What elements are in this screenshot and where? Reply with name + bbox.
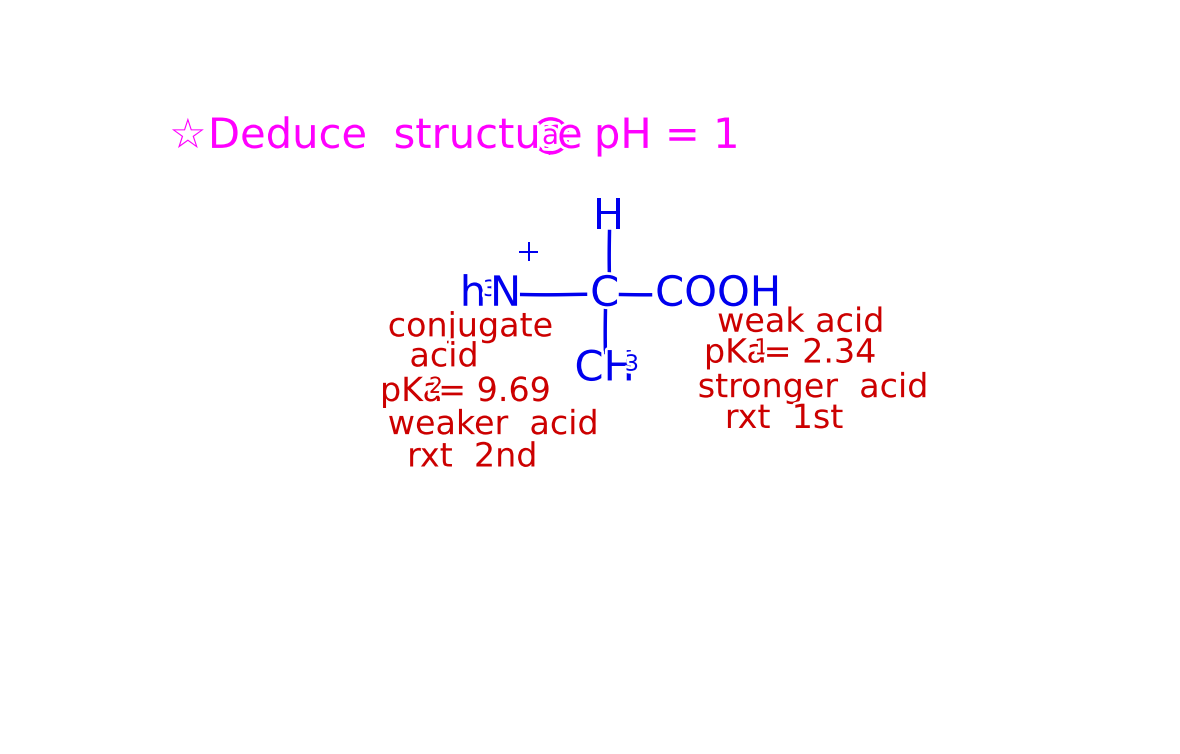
Text: Deduce  structure: Deduce structure <box>208 115 583 157</box>
Text: h: h <box>460 273 486 314</box>
Text: 3: 3 <box>483 280 497 300</box>
Text: conjugate: conjugate <box>388 311 553 343</box>
Text: pH = 1: pH = 1 <box>594 115 740 157</box>
Text: weak acid: weak acid <box>717 306 884 339</box>
Text: COOH: COOH <box>655 273 781 314</box>
Text: = 9.69: = 9.69 <box>438 375 551 408</box>
Text: CH: CH <box>575 348 635 390</box>
Text: 3: 3 <box>625 354 638 375</box>
Text: rxt  2nd: rxt 2nd <box>407 440 538 474</box>
Text: rxt  1st: rxt 1st <box>725 402 844 435</box>
Text: 2: 2 <box>428 377 442 397</box>
Text: weaker  acid: weaker acid <box>388 408 598 441</box>
Text: H: H <box>592 196 624 238</box>
Text: = 2.34: = 2.34 <box>763 336 877 369</box>
Text: ☆: ☆ <box>169 115 206 157</box>
Text: acid: acid <box>409 340 479 373</box>
Text: +: + <box>516 238 542 268</box>
Text: stronger  acid: stronger acid <box>697 371 929 404</box>
Text: a: a <box>542 122 559 150</box>
Text: C: C <box>590 273 620 314</box>
Text: N: N <box>490 273 522 314</box>
Text: pKa: pKa <box>380 375 442 408</box>
Text: 1: 1 <box>754 339 768 358</box>
Text: pKa: pKa <box>704 336 767 369</box>
